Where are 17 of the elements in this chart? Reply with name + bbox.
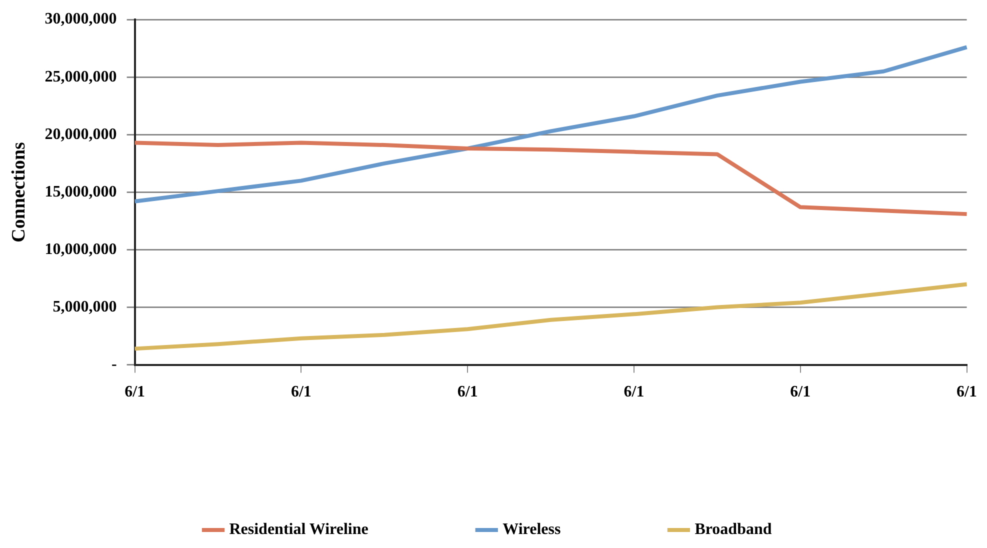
legend-label: Wireless bbox=[502, 521, 561, 538]
y-tick-label: 25,000,000 bbox=[44, 68, 117, 86]
y-axis-title: Connections bbox=[8, 142, 30, 242]
y-tick-label: 15,000,000 bbox=[44, 183, 117, 200]
x-tick-label: 6/1 bbox=[290, 384, 312, 401]
legend-label: Residential Wireline bbox=[229, 521, 368, 538]
y-tick-label: 5,000,000 bbox=[52, 298, 117, 316]
y-tick-label: 10,000,000 bbox=[44, 240, 117, 258]
x-tick-label: 6/1 bbox=[624, 384, 644, 401]
y-tick-label: 30,000,000 bbox=[44, 10, 117, 28]
legend-label: Broadband bbox=[694, 521, 772, 538]
x-tick-label: 6/1 bbox=[956, 384, 978, 401]
x-tick-label: 6/1 bbox=[124, 384, 146, 401]
y-tick-label: - bbox=[111, 356, 117, 373]
x-tick-label: 6/1 bbox=[457, 384, 478, 401]
x-tick-label: 6/1 bbox=[790, 384, 811, 401]
y-tick-label: 20,000,000 bbox=[44, 126, 117, 143]
